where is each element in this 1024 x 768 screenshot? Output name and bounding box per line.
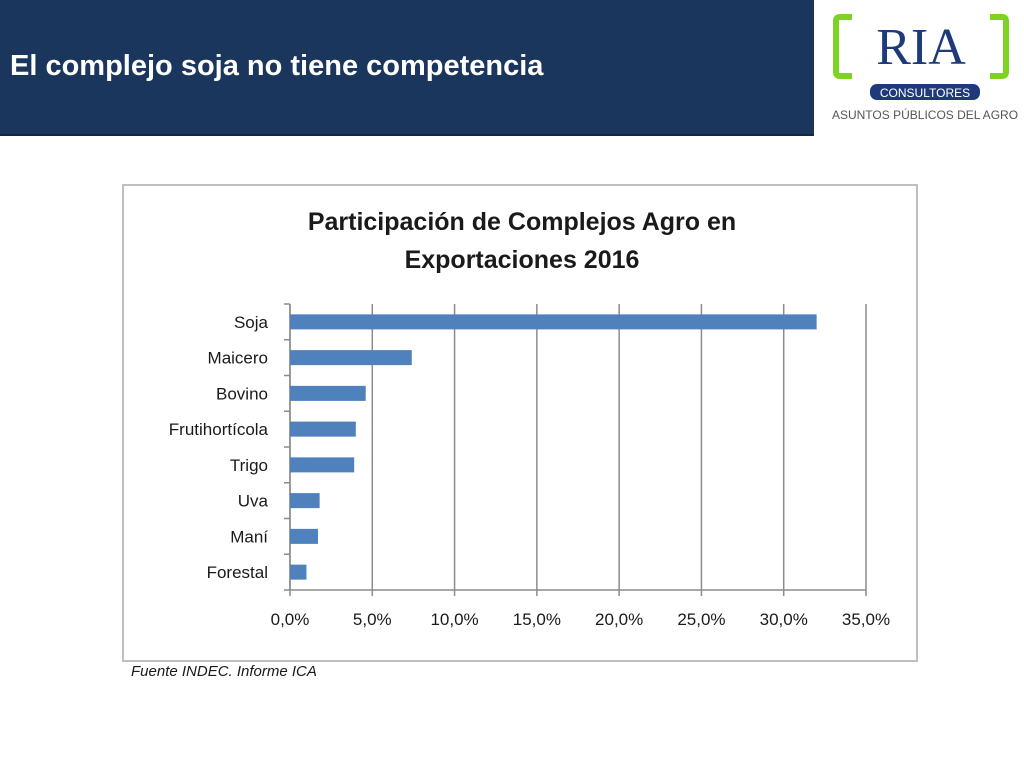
bar-maní bbox=[290, 528, 318, 544]
chart-container: Participación de Complejos Agro en Export… bbox=[122, 184, 918, 662]
category-label: Soja bbox=[234, 313, 269, 332]
x-tick-label: 20,0% bbox=[595, 610, 643, 629]
category-label: Uva bbox=[238, 492, 269, 511]
logo-right-bracket bbox=[990, 14, 1009, 79]
category-label: Maicero bbox=[208, 349, 268, 368]
x-tick-label: 30,0% bbox=[760, 610, 808, 629]
category-label: Bovino bbox=[216, 384, 268, 403]
bar-soja bbox=[290, 314, 817, 330]
bar-trigo bbox=[290, 457, 355, 473]
logo-name: RIA bbox=[876, 19, 966, 76]
x-tick-label: 5,0% bbox=[353, 610, 392, 629]
slide-title: El complejo soja no tiene competencia bbox=[10, 50, 544, 82]
logo-left-bracket bbox=[833, 14, 852, 79]
source-note: Fuente INDEC. Informe ICA bbox=[131, 663, 317, 680]
x-tick-label: 10,0% bbox=[430, 610, 478, 629]
x-tick-label: 15,0% bbox=[513, 610, 561, 629]
logo-tagline: CONSULTORES bbox=[880, 86, 970, 100]
bar-uva bbox=[290, 493, 320, 509]
logo-band bbox=[870, 84, 980, 100]
ria-logo: RIA CONSULTORES ASUNTOS PÚBLICOS DEL AGR… bbox=[814, 0, 1024, 136]
category-label: Forestal bbox=[207, 563, 268, 582]
chart-title-line: Participación de Complejos Agro en bbox=[308, 208, 736, 236]
x-tick-label: 25,0% bbox=[677, 610, 725, 629]
bar-maicero bbox=[290, 350, 412, 366]
category-label: Maní bbox=[230, 527, 268, 546]
logo-subtitle: ASUNTOS PÚBLICOS DEL AGRO bbox=[832, 107, 1018, 122]
chart-title-line: Exportaciones 2016 bbox=[405, 246, 640, 274]
bar-frutihortícola bbox=[290, 421, 356, 437]
bar-bovino bbox=[290, 385, 366, 401]
category-label: Frutihortícola bbox=[169, 420, 269, 439]
category-label: Trigo bbox=[230, 456, 268, 475]
x-tick-label: 0,0% bbox=[271, 610, 310, 629]
header-bar: El complejo soja no tiene competencia bbox=[0, 0, 814, 136]
x-tick-label: 35,0% bbox=[842, 610, 890, 629]
bar-forestal bbox=[290, 564, 307, 580]
